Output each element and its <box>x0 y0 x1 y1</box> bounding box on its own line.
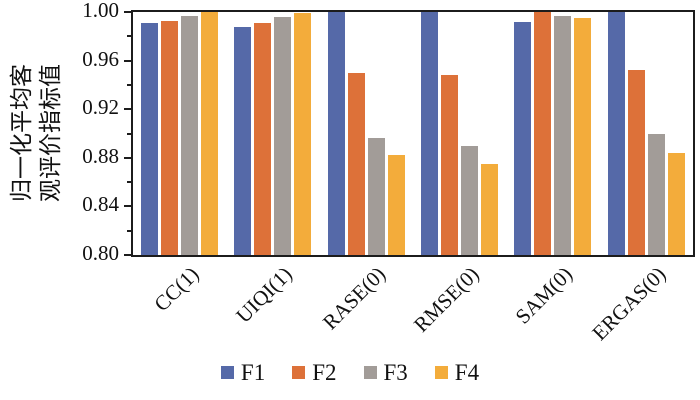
y-major-tick <box>124 11 131 13</box>
bar-f2-rase0 <box>347 72 365 255</box>
legend-item-f1: F1 <box>220 360 266 385</box>
y-minor-tick <box>127 132 131 135</box>
bar-f1-rmse0 <box>421 12 439 255</box>
bar-f4-sam0 <box>574 18 592 255</box>
legend-swatch-f1 <box>220 366 234 379</box>
bar-f1-uiqi1 <box>234 26 252 255</box>
x-tick-label-rase0: RASE(0) <box>318 262 391 335</box>
bar-f3-rase0 <box>367 138 385 255</box>
bar-f4-cc1 <box>201 12 219 255</box>
bar-f3-cc1 <box>181 15 199 255</box>
bar-f2-ergas0 <box>627 70 645 255</box>
bar-f1-cc1 <box>141 22 159 255</box>
y-axis-label-line1: 归一化平均客 <box>9 64 34 202</box>
bar-group-rmse0 <box>413 12 506 255</box>
legend-label-f4: F4 <box>454 360 480 385</box>
bar-f1-sam0 <box>514 21 532 255</box>
legend-label-f1: F1 <box>240 360 266 385</box>
x-tick-label-uiqi1: UIQI(1) <box>231 262 297 328</box>
y-tick-label: 0.96 <box>82 46 119 71</box>
bar-f2-cc1 <box>161 20 179 255</box>
legend-item-f2: F2 <box>292 360 337 385</box>
bar-f3-rmse0 <box>461 145 479 255</box>
y-tick-label: 0.84 <box>82 192 119 217</box>
legend-label-f2: F2 <box>312 360 337 385</box>
y-major-tick <box>124 205 131 208</box>
bar-f2-uiqi1 <box>254 22 272 255</box>
chart-legend: F1 F2 F3 F4 <box>0 361 700 384</box>
y-minor-tick <box>127 181 131 184</box>
y-minor-tick <box>127 35 131 38</box>
bar-group-cc1 <box>133 12 226 255</box>
legend-label-f3: F3 <box>383 360 408 385</box>
bar-f1-rase0 <box>327 12 345 255</box>
y-axis-label-line2: 观评价指标值 <box>38 64 63 202</box>
bar-f4-ergas0 <box>667 152 685 255</box>
bar-group-rase0 <box>320 12 413 255</box>
legend-swatch-f2 <box>292 366 306 379</box>
bar-f1-ergas0 <box>607 12 625 255</box>
legend-swatch-f4 <box>434 366 448 379</box>
y-tick-label: 0.88 <box>82 143 119 168</box>
bar-f3-uiqi1 <box>274 16 292 255</box>
y-minor-tick <box>127 229 131 232</box>
bar-f3-sam0 <box>554 15 572 255</box>
bar-f4-uiqi1 <box>294 13 312 255</box>
bar-f4-rase0 <box>387 155 405 255</box>
bar-group-sam0 <box>506 12 599 255</box>
x-tick-label-ergas0: ERGAS(0) <box>587 262 671 345</box>
y-tick-label: 0.92 <box>82 95 119 120</box>
y-major-tick <box>124 156 131 159</box>
bar-f4-rmse0 <box>481 163 499 255</box>
bar-f3-ergas0 <box>647 133 665 255</box>
bar-f2-rmse0 <box>441 75 459 255</box>
legend-swatch-f3 <box>363 366 377 379</box>
bar-group-ergas0 <box>600 12 693 255</box>
y-tick-label: 1.00 <box>82 0 119 22</box>
plot-area <box>124 10 695 257</box>
y-major-tick <box>124 59 131 62</box>
x-tick-label-cc1: CC(1) <box>149 262 204 317</box>
bar-group-uiqi1 <box>226 12 319 255</box>
legend-item-f3: F3 <box>363 360 408 385</box>
x-tick-label-rmse0: RMSE(0) <box>408 262 484 337</box>
y-axis-label: 归一化平均客 观评价指标值 <box>7 64 65 202</box>
x-tick-label-sam0: SAM(0) <box>510 262 577 329</box>
legend-item-f4: F4 <box>434 360 480 385</box>
y-minor-tick <box>127 83 131 86</box>
y-major-tick <box>124 108 131 111</box>
y-tick-label: 0.80 <box>82 241 119 265</box>
bar-f2-sam0 <box>534 12 552 255</box>
y-major-tick <box>124 254 131 256</box>
